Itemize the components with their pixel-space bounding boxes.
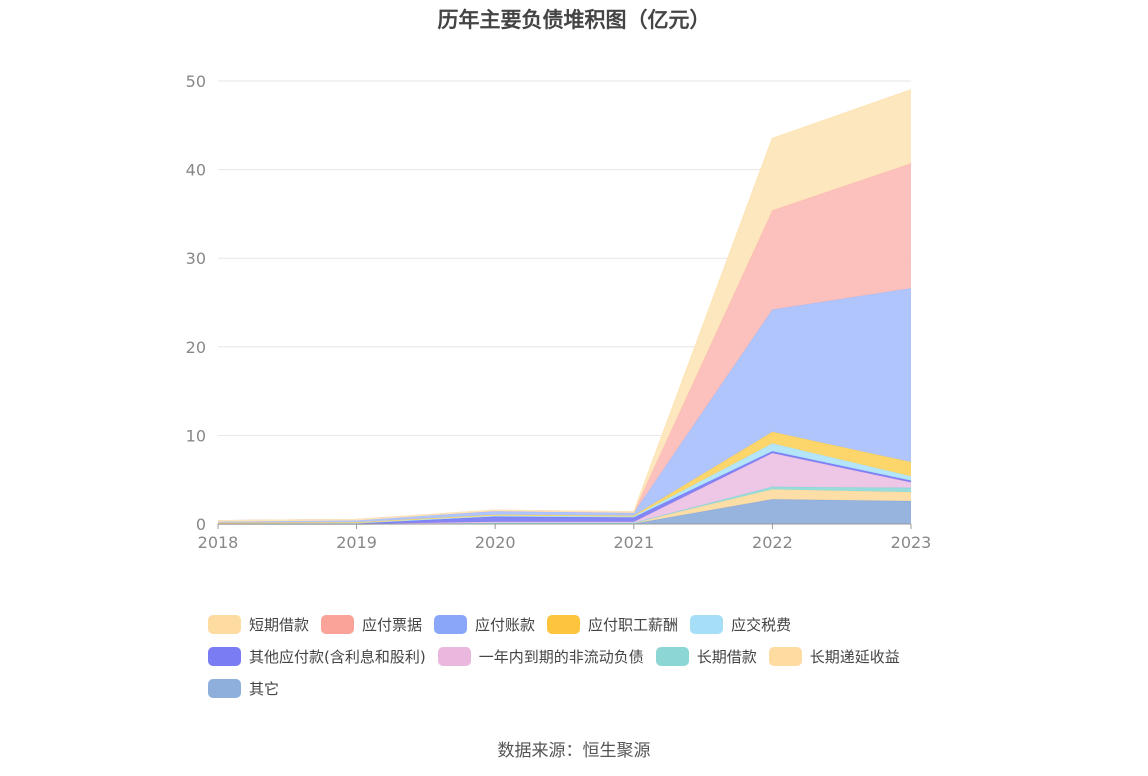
legend-label: 其它 (249, 679, 280, 698)
x-tick-label: 2022 (752, 533, 793, 552)
legend-label: 长期借款 (696, 647, 757, 666)
legend-label: 其他应付款(含利息和股利) (249, 647, 426, 666)
x-tick-label: 2018 (198, 533, 239, 552)
area-应付票据[interactable] (218, 163, 911, 521)
legend: 短期借款 应付票据 应付账款 应付职工薪酬 应交税费 其他应付款(含利息和股利)… (208, 608, 968, 704)
area-短期借款[interactable] (218, 89, 911, 521)
legend-item[interactable]: 其它 (208, 678, 279, 699)
y-tick-label: 10 (186, 426, 206, 445)
x-tick-label: 2021 (613, 533, 654, 552)
legend-item[interactable]: 其他应付款(含利息和股利) (208, 646, 426, 667)
y-tick-label: 50 (186, 72, 206, 91)
area-series (217, 89, 912, 525)
legend-swatch (655, 646, 689, 666)
legend-item[interactable]: 一年内到期的非流动负债 (437, 646, 644, 667)
legend-swatch (434, 614, 468, 634)
legend-item[interactable]: 应付票据 (321, 614, 422, 635)
legend-label: 短期借款 (249, 615, 310, 634)
legend-swatch (208, 678, 241, 698)
x-tick-label: 2023 (891, 533, 932, 552)
axes: 2018 2019 2020 2021 2022 2023 (198, 523, 932, 552)
legend-swatch (690, 614, 724, 634)
area-应付职工薪酬[interactable] (218, 431, 911, 524)
legend-item[interactable]: 应交税费 (690, 614, 791, 635)
legend-item[interactable]: 长期递延收益 (768, 646, 900, 667)
legend-label: 应付职工薪酬 (588, 615, 679, 634)
legend-item[interactable]: 应付账款 (434, 614, 535, 635)
legend-swatch (437, 646, 471, 666)
data-source: 数据来源：恒生聚源 (497, 741, 651, 761)
legend-swatch (768, 646, 802, 666)
legend-swatch (208, 614, 241, 634)
legend-label: 应交税费 (731, 615, 792, 634)
legend-swatch (208, 646, 241, 666)
y-tick-label: 30 (186, 249, 206, 268)
legend-swatch (321, 614, 355, 634)
area-line-短期借款 (217, 89, 912, 522)
y-tick-label: 40 (186, 161, 206, 180)
x-tick-label: 2020 (475, 533, 516, 552)
chart-title: 历年主要负债堆积图（亿元） (437, 8, 711, 32)
legend-label: 一年内到期的非流动负债 (478, 647, 644, 666)
legend-item[interactable]: 短期借款 (208, 614, 309, 635)
x-tick-label: 2019 (336, 533, 377, 552)
y-tick-label: 20 (186, 338, 206, 357)
y-tick-label: 0 (196, 515, 206, 534)
legend-item[interactable]: 应付职工薪酬 (547, 614, 678, 635)
legend-swatch (547, 614, 581, 634)
legend-item[interactable]: 长期借款 (655, 646, 757, 667)
legend-label: 应付账款 (475, 615, 536, 634)
area-其他应付款(含利息和股利)[interactable] (218, 451, 911, 524)
legend-label: 长期递延收益 (809, 647, 900, 666)
area-应付账款[interactable] (218, 288, 911, 523)
legend-label: 应付票据 (362, 615, 423, 634)
stacked-area-chart: 0 10 20 30 40 50 2018 2019 2020 2021 2022 2023 (186, 72, 932, 552)
area-应交税费[interactable] (218, 443, 911, 524)
